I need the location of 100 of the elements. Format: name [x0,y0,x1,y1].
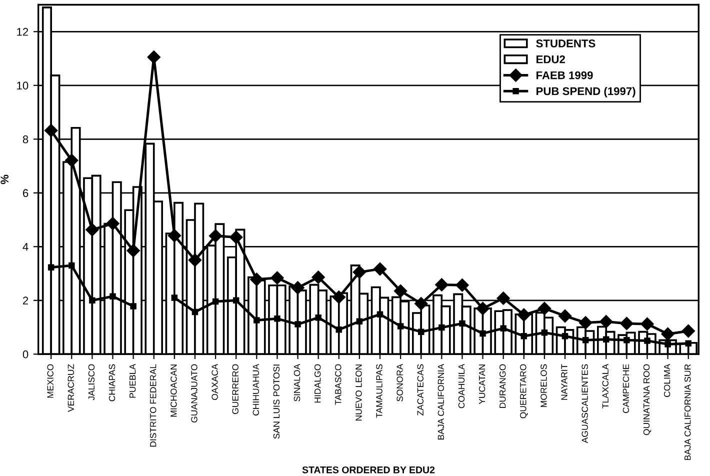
point [332,290,346,304]
x-tick-label: GUANAJUATO [191,364,198,422]
y-tick-label: 2 [23,296,28,304]
point [397,323,404,330]
x-tick-label: TAMAULIPAS [376,364,382,418]
point [110,293,116,300]
legend-label: STUDENTS [536,40,596,48]
point [188,253,202,267]
point [294,321,301,328]
point [230,230,243,244]
point [562,333,568,340]
point [558,309,572,323]
point [476,302,490,316]
x-tick-label: COLIMA [664,364,670,397]
point [414,297,428,310]
point [624,337,630,344]
y-axis-title: % [0,174,8,184]
point [352,266,366,279]
point [600,315,613,328]
point [480,330,486,337]
point [356,318,363,324]
x-tick-label: COAHUILA [458,364,465,408]
x-tick-label: MICHOACAN [170,364,177,417]
point [394,284,408,298]
x-tick-label: PUEBLA [130,364,136,398]
point [48,264,54,270]
x-tick-label: OAXACA [212,364,218,400]
point [644,338,650,344]
point [274,316,280,322]
x-tick-label: VERACRUZ [68,364,74,412]
x-axis-title: STATES ORDERED BY EDU2 [302,466,435,474]
point [541,330,548,336]
point [250,272,264,286]
point [685,340,692,347]
point [336,326,342,333]
x-tick-label: ZACATECAS [417,364,424,416]
point [438,324,445,331]
point [418,328,424,335]
legend-label: PUB SPEND (1997) [536,86,636,98]
x-tick-label: TLAXCALA [602,364,608,408]
point [640,317,654,331]
y-tick-label: 4 [22,243,28,251]
x-tick-label: BAJA CALIFORNIA SUR [684,364,691,460]
point [192,308,198,316]
point [582,337,589,344]
point [520,333,528,340]
x-tick-label: SAN LUIS POTOSI [273,364,280,439]
point [664,341,671,348]
point [500,325,506,332]
x-tick-label: CHIHUAHUA [252,364,260,416]
x-tick-label: SONORA [396,364,403,402]
x-tick-label: GUERRERO [232,364,238,414]
point [661,327,674,341]
point [232,297,240,304]
point [65,154,78,167]
x-tick-label: HIDALGO [314,364,321,403]
x-tick-label: AGUASCALIENTES [582,364,588,444]
point [147,50,160,64]
x-tick-label: NUEVO LEON [356,364,362,421]
point [130,303,136,310]
point [44,124,58,138]
point [270,271,284,284]
x-tick-label: TABASCO [335,364,342,405]
point [171,294,178,301]
x-tick-label: DURANGO [500,364,506,408]
point [517,308,530,322]
point [456,278,469,292]
point [168,229,182,242]
y-tick-label: 12 [17,28,28,36]
x-tick-label: CAMPECHE [622,364,630,414]
x-tick-label: NAYARIT [561,364,568,400]
legend-label: FAEB 1999 [536,71,593,80]
legend-label: EDU2 [536,55,565,64]
point [89,297,96,304]
x-tick-label: YUCATAN [478,364,486,404]
point [254,317,260,324]
point [86,223,99,236]
x-tick-label: MORELOS [540,364,547,407]
point [682,324,695,338]
x-tick-label: QUERETARO [520,364,528,418]
point [578,316,592,330]
x-tick-label: SINALOA [294,364,300,402]
point [620,316,634,330]
y-tick-label: 6 [23,189,28,198]
point [496,292,510,305]
point [106,216,120,230]
x-tick-label: BAJA CALIFORNIA [438,364,444,440]
x-tick-label: MEXICO [47,364,54,398]
point [208,229,222,242]
point [603,336,610,342]
y-tick-label: 0 [22,350,28,358]
point [291,281,304,294]
y-tick-label: 8 [22,135,28,144]
point [435,278,448,292]
point [376,311,384,318]
point [459,320,466,327]
point [312,270,325,284]
point [315,314,322,321]
x-tick-label: CHIAPAS [108,364,116,402]
point [68,262,75,269]
